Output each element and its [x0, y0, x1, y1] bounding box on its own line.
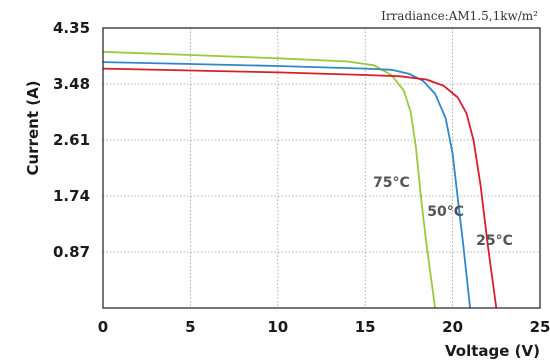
x-tick-label: 5: [185, 318, 195, 336]
x-tick-label: 10: [267, 318, 288, 336]
x-tick-label: 25: [530, 318, 550, 336]
x-tick-label: 0: [98, 318, 108, 336]
y-axis-title: Current (A): [24, 80, 42, 175]
y-tick-label: 1.74: [53, 187, 90, 205]
series-line: [102, 50, 436, 309]
y-tick-label: 0.87: [53, 243, 90, 261]
y-tick-label: 2.61: [53, 131, 90, 149]
series-lines: [102, 50, 498, 309]
y-tick-labels: 0.87 1.74 2.61 3.48 4.35: [53, 19, 90, 261]
x-tick-label: 15: [355, 318, 376, 336]
x-axis-title: Voltage (V): [445, 342, 540, 360]
y-tick-label: 3.48: [53, 75, 90, 93]
series-line: [102, 61, 471, 309]
series-label: 75°C: [373, 175, 410, 191]
series-label: 50°C: [427, 204, 464, 220]
series-label: 25°C: [476, 233, 513, 249]
series-line: [102, 67, 498, 309]
x-tick-label: 20: [442, 318, 463, 336]
series-labels: 75°C 50°C 25°C: [373, 175, 513, 249]
plot-frame: [102, 27, 541, 309]
irradiance-annotation: Irradiance:AM1.5,1kw/m²: [381, 9, 538, 23]
x-tick-labels: 0 5 10 15 20 25: [98, 318, 550, 336]
y-tick-label: 4.35: [53, 19, 90, 37]
